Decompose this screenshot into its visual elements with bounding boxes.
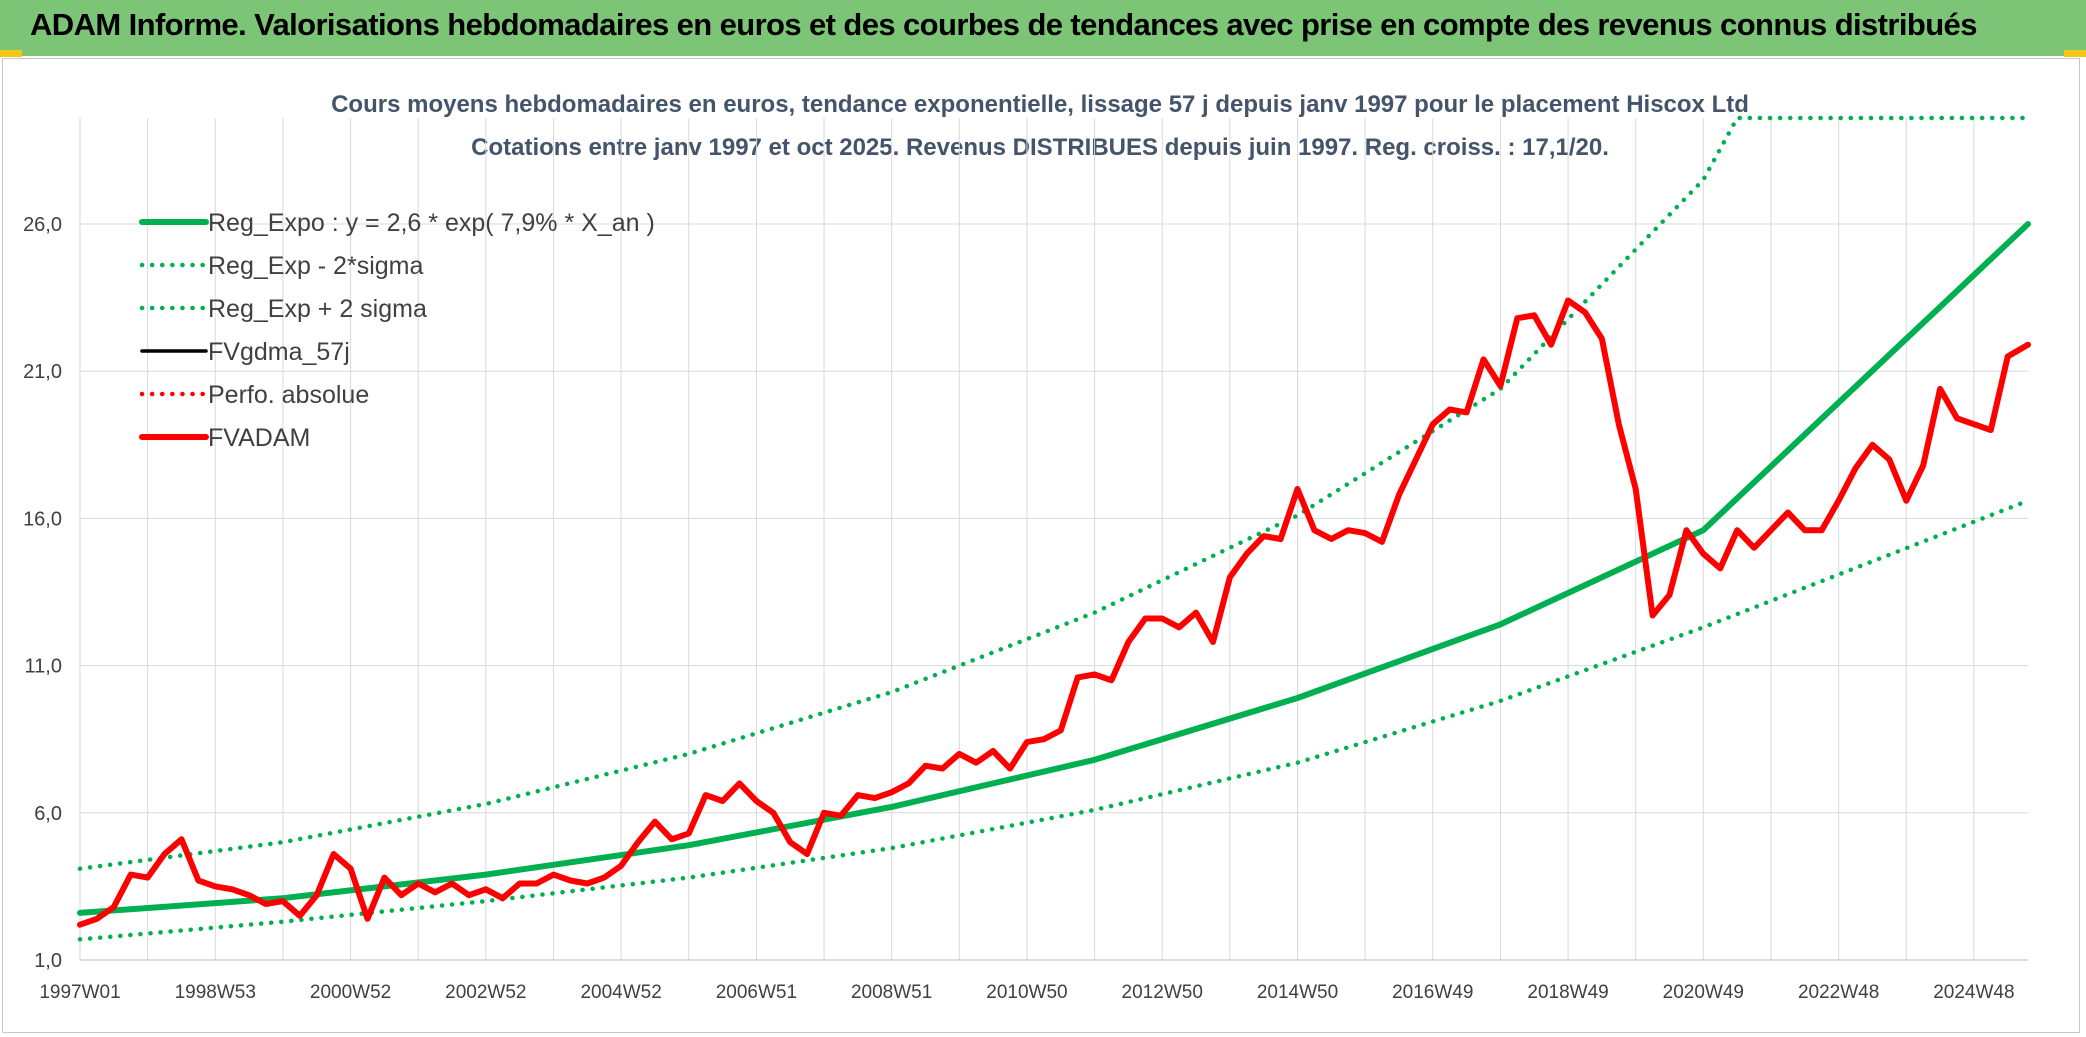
x-tick-label: 2016W49 — [1392, 982, 1473, 1003]
corner-accent-right — [2064, 50, 2086, 57]
x-tick-label: 1998W53 — [175, 982, 256, 1003]
legend-label: Reg_Exp - 2*sigma — [208, 252, 423, 280]
x-tick-label: 2004W52 — [580, 982, 661, 1003]
y-tick-label: 21,0 — [23, 361, 62, 383]
x-tick-label: 1997W01 — [39, 982, 120, 1003]
page-title: ADAM Informe. Valorisations hebdomadaire… — [30, 7, 1977, 42]
y-tick-label: 1,0 — [34, 950, 62, 972]
chart-subtitle: Cotations entre janv 1997 et oct 2025. R… — [471, 134, 1609, 161]
legend-label: FVADAM — [208, 424, 310, 452]
y-tick-label: 16,0 — [23, 508, 62, 530]
legend-label: Perfo. absolue — [208, 381, 369, 409]
legend-label: Reg_Exp + 2 sigma — [208, 295, 427, 323]
series-line-5 — [77, 297, 2031, 928]
header-banner: ADAM Informe. Valorisations hebdomadaire… — [0, 0, 2086, 56]
legend-label: FVgdma_57j — [208, 338, 350, 366]
x-tick-label: 2012W50 — [1122, 982, 1203, 1003]
legend: Reg_Expo : y = 2,6 * exp( 7,9% * X_an ) R… — [139, 209, 655, 452]
x-tick-label: 2002W52 — [445, 982, 526, 1003]
x-tick-label: 2024W48 — [1933, 982, 2014, 1003]
x-tick-label: 2008W51 — [851, 982, 932, 1003]
y-axis: 1,0 6,0 11,0 16,0 21,0 26,0 — [23, 214, 62, 972]
x-tick-label: 2020W49 — [1663, 982, 1744, 1003]
series-line-2 — [77, 115, 2031, 871]
x-tick-label: 2006W51 — [716, 982, 797, 1003]
x-tick-label: 2010W50 — [986, 982, 1067, 1003]
y-tick-label: 26,0 — [23, 214, 62, 236]
chart-title: Cours moyens hebdomadaires en euros, ten… — [331, 91, 1749, 118]
y-tick-label: 11,0 — [25, 656, 62, 678]
x-tick-label: 2000W52 — [310, 982, 391, 1003]
x-tick-label: 2014W50 — [1257, 982, 1338, 1003]
corner-accent-left — [0, 50, 22, 57]
series-layer — [77, 115, 2031, 942]
x-tick-label: 2022W48 — [1798, 982, 1879, 1003]
x-axis: 1997W01 1998W53 2000W52 2002W52 2004W52 2006W… — [39, 959, 2028, 1003]
y-tick-label: 6,0 — [34, 803, 62, 825]
chart-frame — [2, 58, 2080, 1033]
series-line-1 — [77, 498, 2031, 942]
x-tick-label: 2018W49 — [1527, 982, 1608, 1003]
series-line-0 — [77, 221, 2031, 916]
legend-label: Reg_Expo : y = 2,6 * exp( 7,9% * X_an ) — [208, 209, 655, 237]
